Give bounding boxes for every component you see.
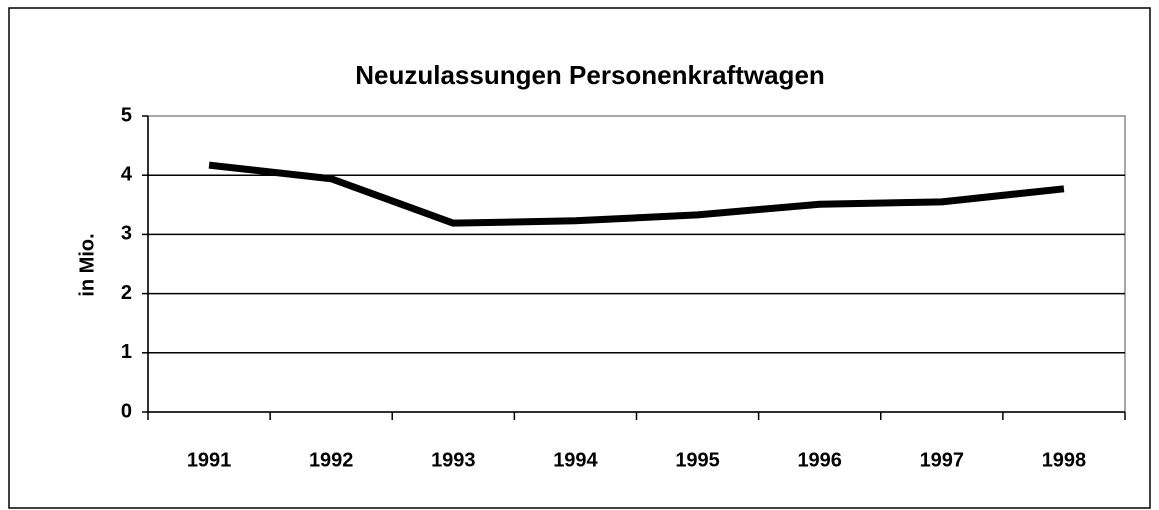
x-tick-label: 1997 [920, 449, 965, 471]
x-tick-label: 1993 [431, 449, 476, 471]
y-axis-label: in Mio. [76, 233, 98, 296]
chart-frame [8, 7, 1151, 509]
x-tick-label: 1994 [553, 449, 598, 471]
y-tick-label: 1 [121, 341, 132, 363]
x-tick-label: 1991 [187, 449, 232, 471]
y-tick-label: 3 [121, 223, 132, 245]
x-tick-label: 1998 [1042, 449, 1087, 471]
y-tick-label: 5 [121, 104, 132, 126]
y-tick-label: 0 [121, 400, 132, 422]
line-series [208, 161, 1065, 227]
x-tick-label: 1995 [675, 449, 720, 471]
x-tick-label: 1996 [797, 449, 842, 471]
chart-title: Neuzulassungen Personenkraftwagen [355, 60, 825, 90]
x-tick-label: 1992 [309, 449, 354, 471]
plot-area [147, 115, 1126, 413]
y-tick-label: 4 [121, 163, 133, 185]
y-tick-label: 2 [121, 282, 132, 304]
